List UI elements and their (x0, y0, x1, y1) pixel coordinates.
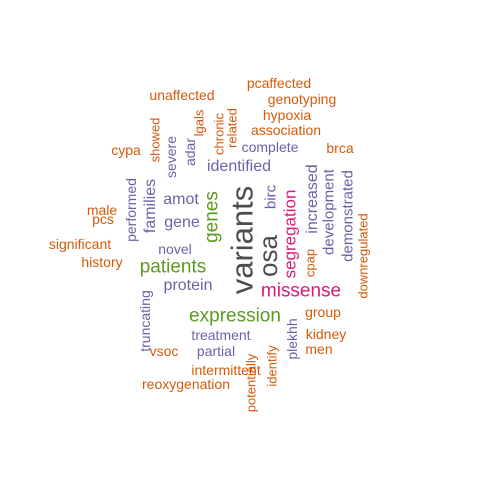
word-chronic: chronic (211, 113, 227, 155)
word-men: men (305, 341, 333, 357)
word-association: association (250, 122, 322, 138)
word-genes: genes (201, 191, 223, 243)
word-kidney: kidney (305, 326, 347, 342)
word-downregulated: downregulated (355, 213, 371, 299)
word-intermittent: intermittent (191, 362, 261, 378)
word-related: related (224, 108, 240, 148)
word-adar: adar (182, 137, 198, 167)
word-hypoxia: hypoxia (262, 107, 312, 123)
word-severe: severe (163, 135, 179, 179)
word-protein: protein (163, 277, 213, 294)
word-gene: gene (164, 214, 200, 231)
word-reoxygenation: reoxygenation (142, 376, 230, 392)
word-plekhh: plekhh (284, 318, 300, 360)
word-group: group (305, 304, 341, 320)
word-brca: brca (326, 140, 354, 156)
word-unaffected: unaffected (149, 87, 215, 103)
word-history: history (81, 254, 123, 270)
word-families: families (142, 178, 159, 234)
word-partial: partial (196, 343, 236, 359)
word-complete: complete (241, 139, 299, 155)
word-patients: patients (139, 256, 207, 278)
word-vsoc: vsoc (149, 343, 179, 359)
word-identified: identified (206, 158, 272, 175)
word-demonstrated: demonstrated (339, 170, 357, 262)
word-missense: missense (260, 280, 342, 302)
word-expression: expression (189, 305, 281, 327)
word-performed: performed (123, 178, 139, 242)
word-segregation: segregation (280, 189, 300, 279)
word-cypa: cypa (111, 142, 141, 158)
word-treatment: treatment (191, 327, 251, 343)
word-identify: identify (264, 345, 280, 387)
word-osa: osa (253, 235, 283, 277)
word-increased: increased (304, 164, 321, 234)
word-showed: showed (147, 117, 163, 163)
word-amot: amot (163, 191, 199, 208)
word-pcs: pcs (92, 211, 114, 227)
word-significant: significant (48, 236, 112, 252)
word-novel: novel (158, 241, 192, 257)
word-male: male (86, 202, 118, 218)
word-potentially: potentially (243, 353, 259, 413)
word-cpap: cpap (302, 248, 318, 278)
word-genotyping: genotyping (267, 91, 337, 107)
word-lgals: lgals (191, 109, 207, 137)
word-development: development (320, 169, 338, 255)
word-birc: birc (262, 184, 280, 210)
word-pcaffected: pcaffected (246, 75, 312, 91)
